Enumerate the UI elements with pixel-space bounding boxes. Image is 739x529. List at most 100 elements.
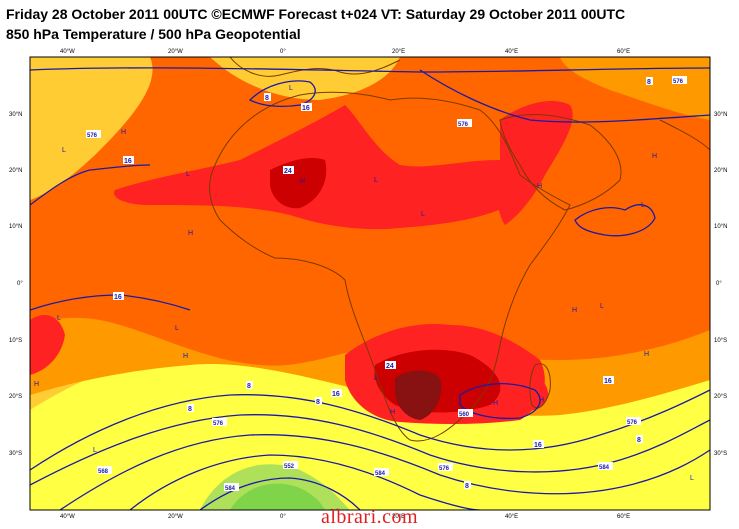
lat-label-right: 30°S: [714, 451, 727, 457]
lat-label-left: 30°N: [9, 112, 22, 118]
contour-label: 8: [315, 397, 322, 406]
contour-label: 16: [123, 156, 134, 165]
svg-text:576: 576: [439, 466, 450, 472]
temperature-field: [30, 57, 710, 510]
lat-label-right: 0°: [716, 281, 722, 287]
svg-text:552: 552: [284, 464, 295, 470]
pressure-label: H: [390, 409, 395, 416]
svg-text:16: 16: [604, 378, 612, 385]
svg-text:8: 8: [647, 79, 651, 86]
pressure-label: L: [641, 202, 645, 209]
lon-label-bottom: 40°E: [505, 514, 518, 520]
contour-line: [30, 164, 151, 206]
green-cold-area-2: [230, 483, 325, 510]
lat-label-left: 10°S: [9, 338, 22, 344]
contour-label: 24: [385, 361, 396, 370]
pressure-label: L: [93, 447, 97, 454]
contour-line: [129, 454, 481, 510]
light-east-patch: [560, 57, 710, 120]
contour-label: 8: [464, 481, 471, 490]
contour-label: 552: [283, 461, 298, 470]
lon-label-bottom: 0°: [280, 514, 286, 520]
contour-label: 584: [224, 483, 239, 492]
light-north-patch: [30, 57, 153, 200]
lon-label-bottom: 60°E: [617, 514, 630, 520]
svg-text:8: 8: [265, 95, 269, 102]
lon-label-top: 60°E: [617, 49, 630, 55]
contour-label: 16: [331, 389, 342, 398]
contour-label: 576: [672, 76, 687, 85]
pressure-label: L: [62, 147, 66, 154]
india-coastline: [659, 119, 710, 151]
pressure-label: H: [188, 230, 193, 237]
lat-label-right: 20°N: [714, 168, 727, 174]
pressure-label: L: [690, 475, 694, 482]
lon-label-top: 40°W: [60, 49, 75, 55]
svg-text:16: 16: [534, 442, 542, 449]
pressure-label: L: [57, 315, 61, 322]
svg-text:576: 576: [627, 420, 638, 426]
arabia-coastline: [499, 114, 622, 211]
svg-text:576: 576: [87, 133, 98, 139]
contour-line: [248, 80, 316, 107]
lat-label-left: 20°S: [9, 394, 22, 400]
pressure-label: H: [183, 353, 188, 360]
svg-text:16: 16: [332, 391, 340, 398]
svg-text:16: 16: [302, 105, 310, 112]
svg-text:8: 8: [465, 483, 469, 490]
contour-line: [419, 69, 710, 123]
lon-label-top: 20°W: [168, 49, 183, 55]
svg-text:584: 584: [375, 471, 386, 477]
svg-text:8: 8: [188, 406, 192, 413]
pressure-label: H: [644, 351, 649, 358]
madagascar-coastline: [529, 363, 551, 409]
lat-label-left: 20°N: [9, 168, 22, 174]
lat-label-right: 30°N: [714, 112, 727, 118]
lon-label-top: 0°: [280, 49, 286, 55]
contour-label: 8: [636, 435, 643, 444]
svg-text:24: 24: [386, 363, 394, 370]
contour-line: [30, 389, 710, 471]
svg-text:8: 8: [637, 437, 641, 444]
pressure-label: L: [421, 211, 425, 218]
pressure-label: L: [600, 303, 604, 310]
map-title: Friday 28 October 2011 00UTC ©ECMWF Fore…: [6, 6, 626, 22]
contour-label: 16: [533, 440, 544, 449]
lon-label-top: 40°E: [505, 49, 518, 55]
contour-label: 8: [187, 404, 194, 413]
svg-text:584: 584: [599, 465, 610, 471]
pressure-label: H: [121, 129, 126, 136]
horn-warm-patch: [520, 376, 548, 411]
southern-africa-hottest-core: [395, 370, 442, 420]
contour-line: [30, 67, 710, 73]
pressure-label: L: [175, 325, 179, 332]
arabia-warm-area: [496, 100, 573, 225]
pressure-label: L: [374, 177, 378, 184]
lon-label-bottom: 20°W: [168, 514, 183, 520]
lat-label-left: 30°S: [9, 451, 22, 457]
contour-label: 8: [246, 381, 253, 390]
watermark: albrari.com: [320, 506, 419, 528]
contour-label: 560: [458, 409, 473, 418]
svg-text:576: 576: [458, 122, 469, 128]
lon-label-top: 20°E: [392, 49, 405, 55]
contour-line: [30, 414, 710, 486]
map-subtitle: 850 hPa Temperature / 500 hPa Geopotenti…: [6, 26, 301, 42]
contour-line: [459, 383, 541, 420]
contour-label: 16: [113, 292, 124, 301]
pressure-label: H: [493, 400, 498, 407]
svg-text:576: 576: [213, 421, 224, 427]
lon-label-bottom: 40°W: [60, 514, 75, 520]
svg-text:16: 16: [114, 294, 122, 301]
contour-label: 568: [97, 466, 112, 475]
africa-coastline: [209, 91, 571, 442]
lat-label-right: 10°S: [714, 338, 727, 344]
light-north-patch-2: [210, 57, 400, 100]
pressure-label: H: [300, 178, 305, 185]
lat-label-left: 0°: [17, 281, 23, 287]
lat-label-right: 10°N: [714, 224, 727, 230]
pressure-label: L: [186, 171, 190, 178]
pressure-label: L: [289, 85, 293, 92]
pressure-label: H: [572, 307, 577, 314]
